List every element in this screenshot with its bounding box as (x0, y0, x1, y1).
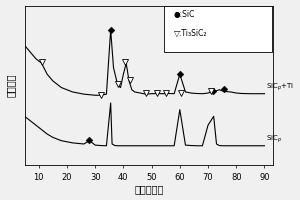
Y-axis label: 衍射強度: 衍射強度 (6, 74, 16, 97)
Text: SiC$_p$: SiC$_p$ (266, 133, 282, 145)
Text: ●:SiC: ●:SiC (174, 10, 195, 19)
FancyBboxPatch shape (164, 6, 272, 52)
Text: ▽:Ti₃SiC₂: ▽:Ti₃SiC₂ (174, 29, 207, 38)
Text: SiC$_p$+Ti: SiC$_p$+Ti (266, 81, 294, 93)
X-axis label: 衍射角度数: 衍射角度数 (134, 184, 164, 194)
